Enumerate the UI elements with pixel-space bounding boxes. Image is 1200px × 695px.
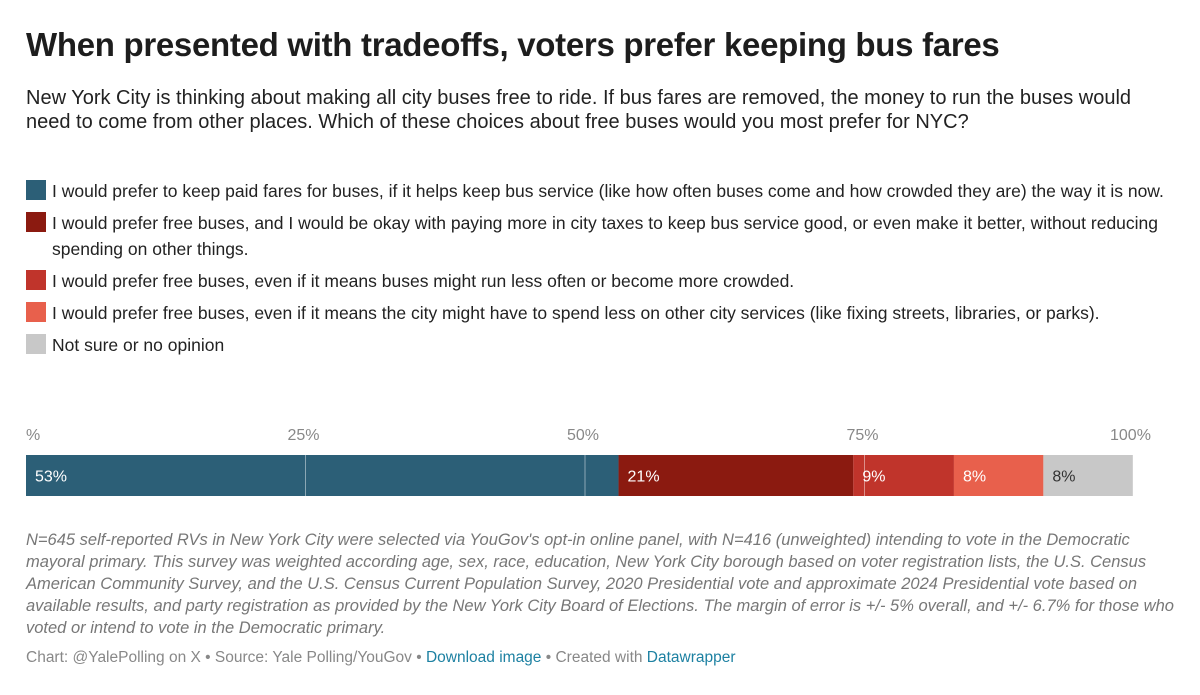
legend-label: Not sure or no opinion [52, 335, 225, 355]
axis-tick-label: % [26, 427, 41, 444]
bar-segment [618, 455, 854, 496]
bar-value-label: 21% [628, 469, 660, 486]
footer-credits: Chart: @YalePolling on X • Source: Yale … [26, 649, 426, 666]
chart-subtitle: New York City is thinking about making a… [26, 87, 1132, 133]
bar-segment [26, 455, 619, 496]
bar-value-label: 8% [1052, 469, 1075, 486]
legend-swatch [26, 270, 46, 290]
legend-swatch [26, 302, 46, 322]
legend-item: I would prefer free buses, even if it me… [26, 300, 1166, 326]
legend-label: I would prefer to keep paid fares for bu… [52, 181, 1164, 201]
axis-tick-label: 75% [846, 427, 879, 444]
download-image-link[interactable]: Download image [425, 649, 542, 666]
axis-tick-label: 100% [1110, 427, 1151, 444]
legend-label: I would prefer free buses, even if it me… [52, 271, 795, 291]
legend-item: I would prefer free buses, even if it me… [26, 268, 1166, 294]
legend: I would prefer to keep paid fares for bu… [26, 178, 1166, 364]
legend-label: I would prefer free buses, even if it me… [52, 303, 1100, 323]
legend-item: Not sure or no opinion [26, 332, 1166, 358]
axis-tick-label: 50% [567, 427, 600, 444]
legend-item: I would prefer to keep paid fares for bu… [26, 178, 1166, 204]
chart-title: When presented with tradeoffs, voters pr… [26, 26, 1000, 63]
bar-segment [953, 455, 1044, 496]
legend-swatch [26, 212, 46, 232]
legend-item: I would prefer free buses, and I would b… [26, 210, 1166, 262]
footer-created-with: • Created with [541, 649, 647, 666]
chart-notes: N=645 self-reported RVs in New York City… [26, 531, 1174, 637]
legend-label: I would prefer free buses, and I would b… [52, 213, 1159, 259]
datawrapper-link[interactable]: Datawrapper [646, 649, 736, 666]
bar-value-label: 9% [862, 469, 885, 486]
legend-swatch [26, 334, 46, 354]
legend-swatch [26, 180, 46, 200]
axis-tick-label: 25% [287, 427, 320, 444]
bar-value-label: 8% [963, 469, 986, 486]
bar-segment [1043, 455, 1133, 496]
bar-value-label: 53% [35, 469, 67, 486]
bar-segment [853, 455, 954, 496]
chart-footer: Chart: @YalePolling on X • Source: Yale … [26, 649, 736, 667]
